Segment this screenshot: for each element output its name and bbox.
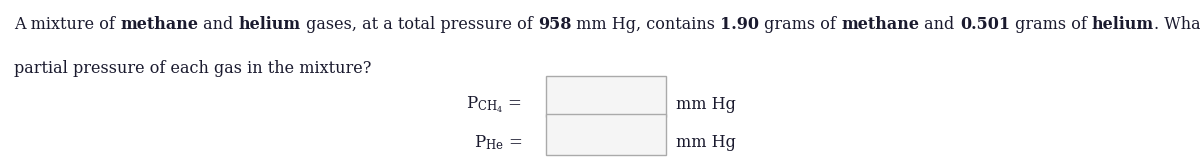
Text: methane: methane — [120, 16, 198, 33]
Text: grams of: grams of — [760, 16, 841, 33]
Text: mm Hg, contains: mm Hg, contains — [571, 16, 720, 33]
Text: 1.90: 1.90 — [720, 16, 760, 33]
Text: 958: 958 — [538, 16, 571, 33]
Text: mm Hg: mm Hg — [676, 96, 736, 113]
Text: gases, at a total pressure of: gases, at a total pressure of — [301, 16, 538, 33]
Text: $\mathregular{P_{CH_4}}$ =: $\mathregular{P_{CH_4}}$ = — [466, 94, 522, 115]
Text: partial pressure of each gas in the mixture?: partial pressure of each gas in the mixt… — [14, 60, 372, 77]
Text: grams of: grams of — [1010, 16, 1092, 33]
Text: helium: helium — [239, 16, 301, 33]
Text: 0.501: 0.501 — [960, 16, 1010, 33]
Text: A mixture of: A mixture of — [14, 16, 120, 33]
Text: $\mathregular{P_{He}}$ =: $\mathregular{P_{He}}$ = — [474, 133, 522, 152]
Text: methane: methane — [841, 16, 919, 33]
Text: and: and — [198, 16, 239, 33]
Text: . What is the: . What is the — [1154, 16, 1200, 33]
Text: and: and — [919, 16, 960, 33]
Text: helium: helium — [1092, 16, 1154, 33]
Text: mm Hg: mm Hg — [676, 134, 736, 151]
